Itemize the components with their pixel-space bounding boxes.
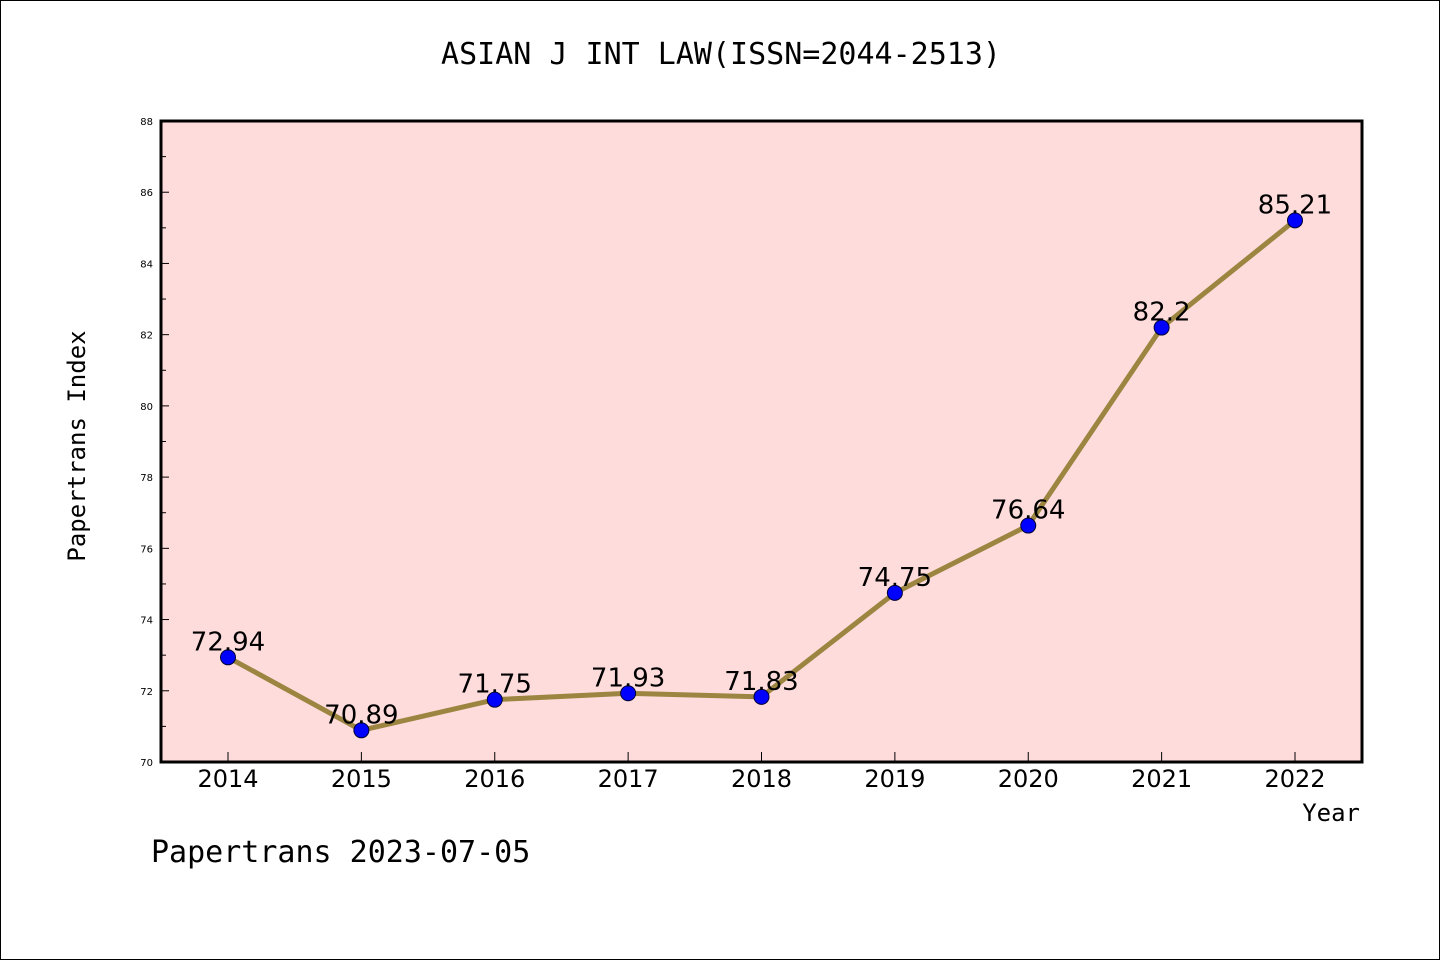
x-tick-label: 2017 — [598, 765, 659, 793]
y-tick-label: 86 — [140, 188, 153, 199]
data-label: 71.75 — [458, 670, 532, 700]
data-label: 71.93 — [591, 663, 665, 693]
data-label: 74.75 — [858, 563, 932, 593]
footer-note: Papertrans 2023-07-05 — [151, 835, 531, 870]
data-point — [1020, 517, 1037, 534]
x-tick-label: 2019 — [864, 765, 925, 793]
x-tick-label: 2021 — [1131, 765, 1192, 793]
y-tick-label: 88 — [140, 117, 153, 128]
data-point — [886, 584, 903, 601]
data-point — [753, 688, 770, 705]
x-tick-label: 2018 — [731, 765, 792, 793]
y-tick-label: 70 — [140, 758, 153, 769]
data-label: 82.2 — [1133, 298, 1191, 328]
data-point — [620, 685, 637, 702]
x-axis: 2014 2015 2016 2017 2018 2019 2020 2021 2022 — [197, 752, 1326, 793]
chart-title: ASIAN J INT LAW(ISSN=2044-2513) — [441, 37, 1001, 72]
data-point — [486, 691, 503, 708]
data-point — [1287, 212, 1303, 229]
x-tick-label: 2022 — [1264, 765, 1325, 793]
data-point — [220, 649, 236, 666]
data-labels: 72.94 70.89 71.75 71.93 71.83 74.75 76.64 82.2 8… — [191, 190, 1332, 730]
data-label: 85.21 — [1258, 190, 1332, 220]
data-point — [1153, 319, 1170, 336]
data-label: 72.94 — [191, 627, 265, 657]
y-tick-label: 80 — [140, 402, 153, 413]
y-tick-label: 82 — [140, 331, 153, 342]
data-point — [353, 722, 370, 739]
x-axis-label: Year — [1302, 799, 1360, 827]
x-tick-label: 2015 — [331, 765, 392, 793]
y-axis-label: Papertrans Index — [63, 330, 91, 561]
data-label: 76.64 — [991, 496, 1065, 526]
plot-area — [161, 121, 1362, 762]
x-tick-label: 2016 — [464, 765, 525, 793]
y-tick-label: 78 — [140, 473, 153, 484]
y-tick-label: 74 — [140, 616, 153, 627]
series-markers — [220, 212, 1303, 739]
y-tick-label: 84 — [140, 259, 153, 270]
y-tick-label: 72 — [140, 687, 153, 698]
data-label: 71.83 — [724, 667, 798, 697]
data-label: 70.89 — [324, 700, 398, 730]
x-tick-label: 2020 — [998, 765, 1059, 793]
plot-border — [159, 119, 1364, 764]
x-tick-label: 2014 — [197, 765, 258, 793]
y-tick-label: 76 — [140, 544, 153, 555]
y-axis: 70 72 74 76 78 80 82 84 86 88 — [140, 117, 169, 769]
